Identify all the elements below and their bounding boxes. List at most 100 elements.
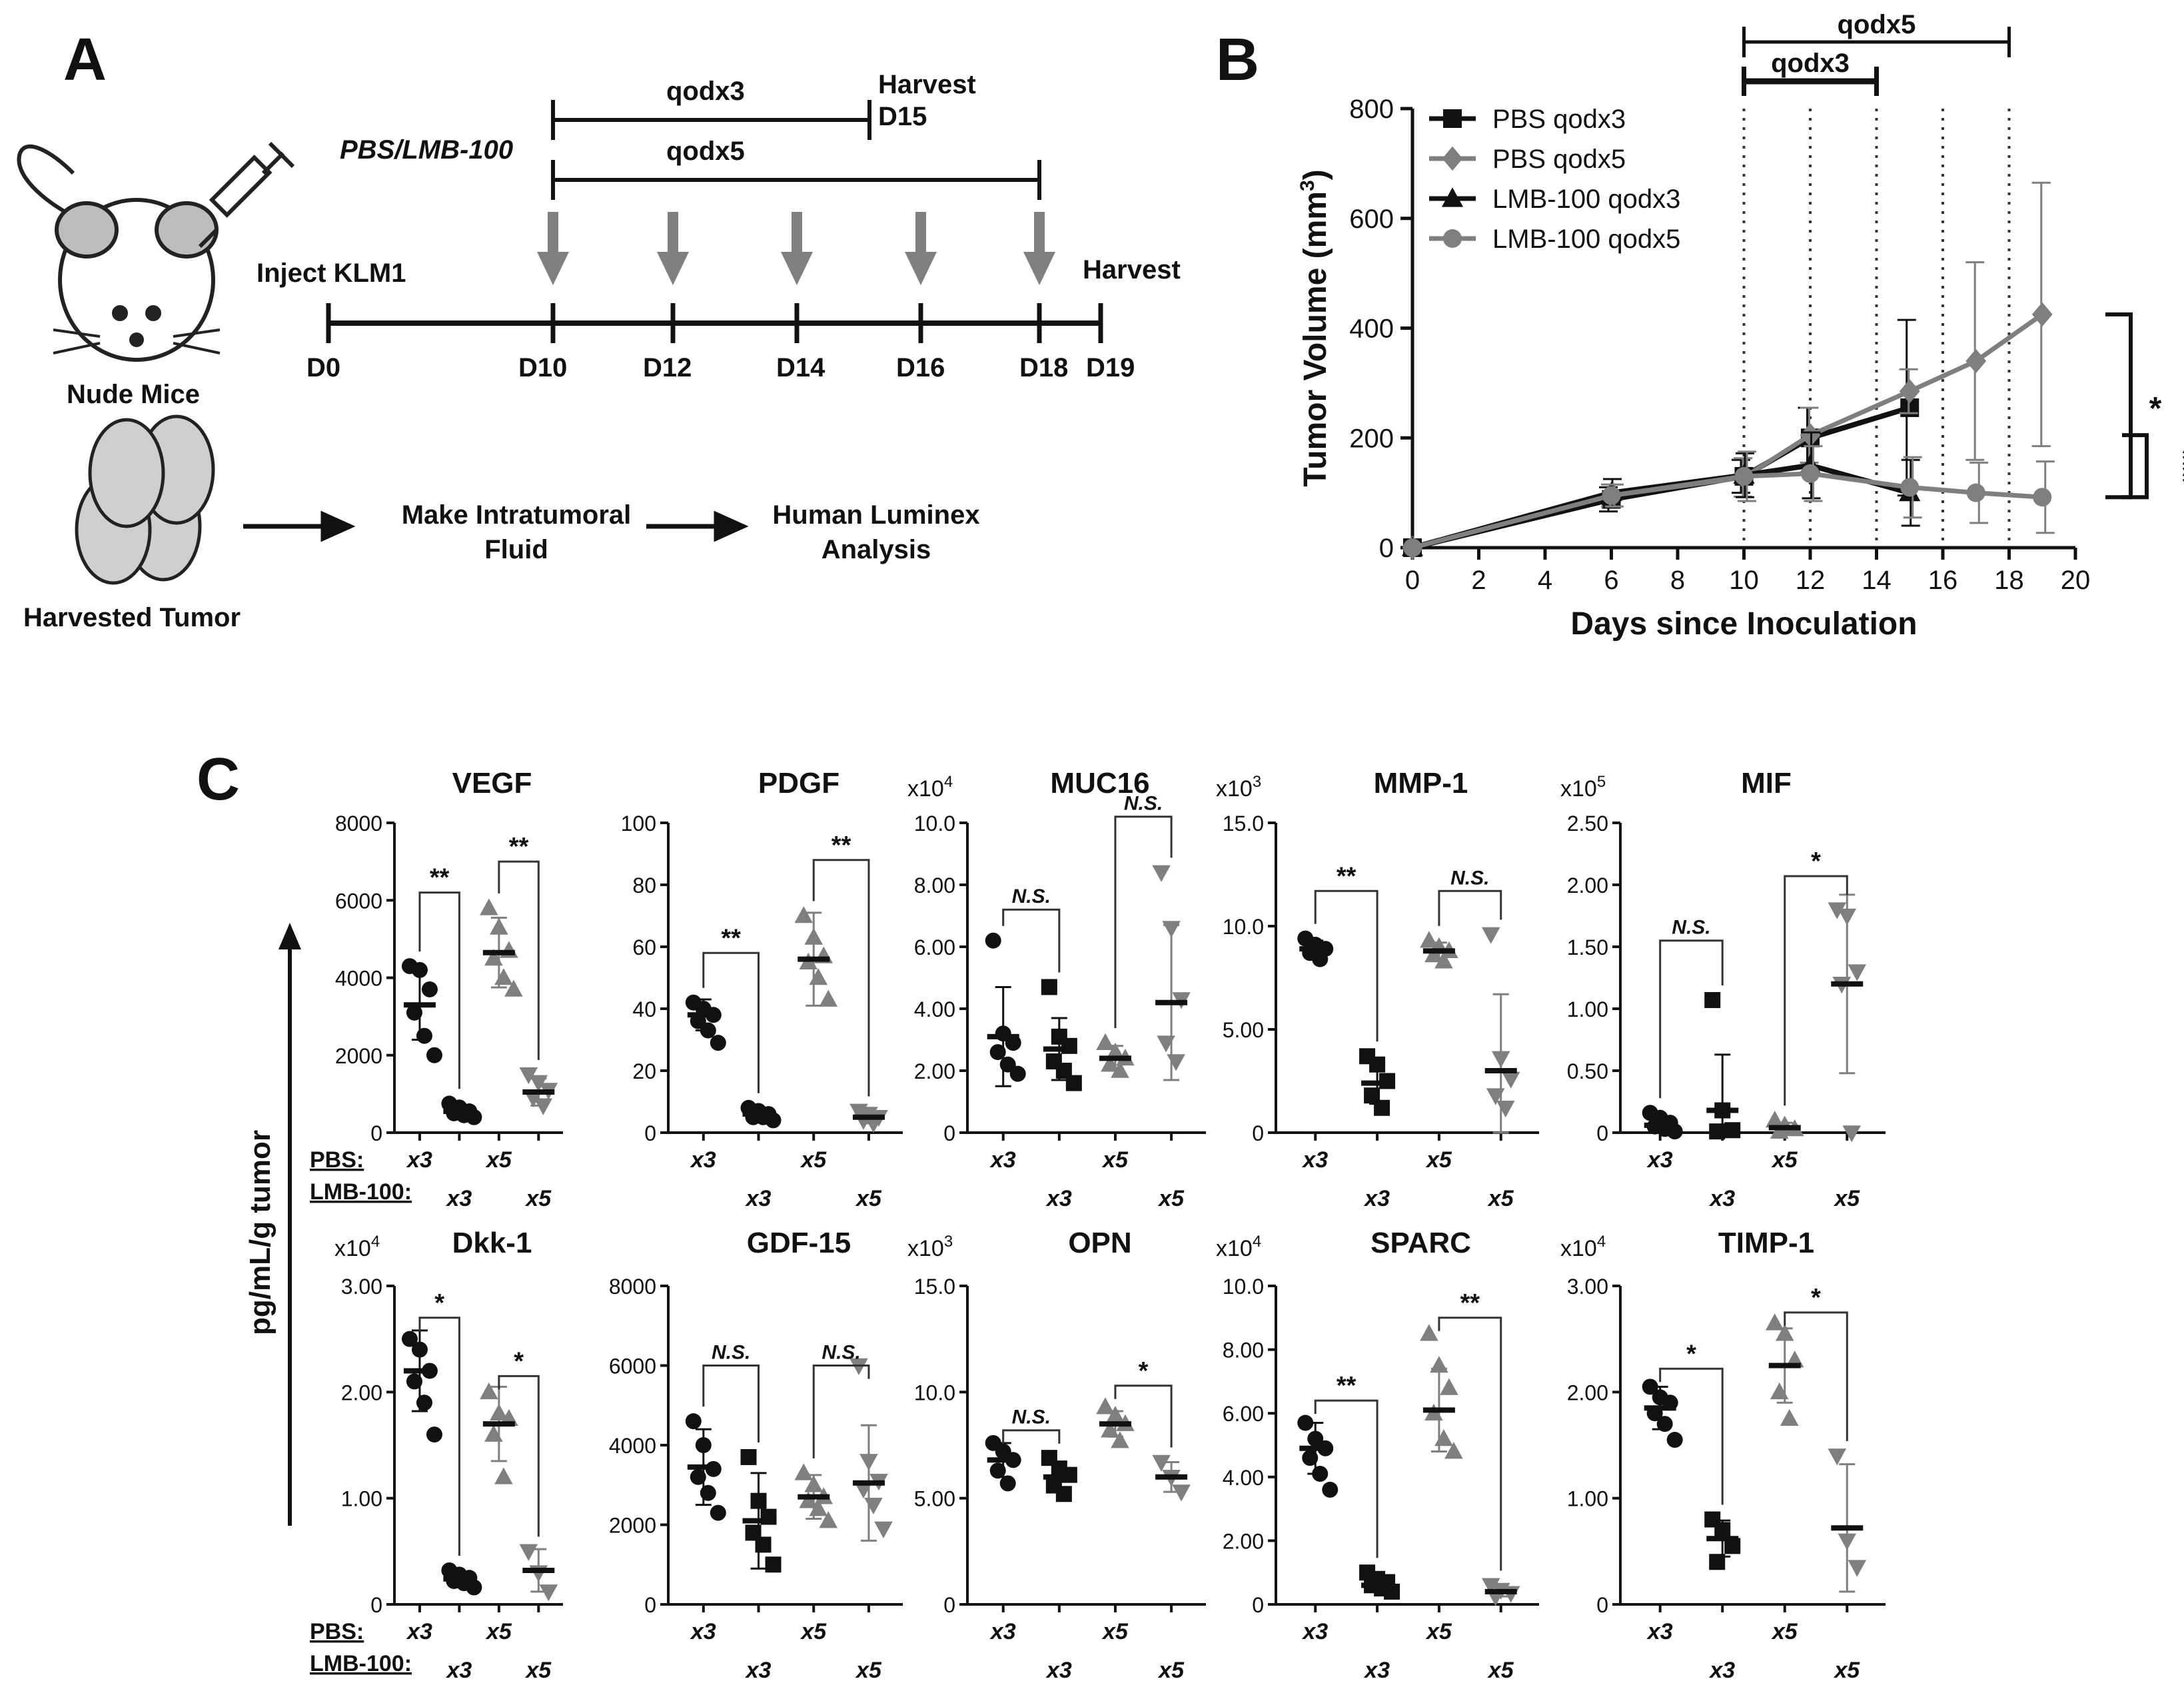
pbs-group-label: x3 [1301, 1619, 1328, 1644]
data-point [1481, 927, 1500, 944]
axis-multiplier-base: x10 [1560, 776, 1597, 802]
plot-title: Dkk-1 [452, 1227, 532, 1259]
dose-arrow [1023, 212, 1055, 285]
data-point [1157, 1035, 1175, 1053]
data-point [500, 941, 518, 958]
y-tick-label: 0 [1252, 1121, 1264, 1145]
data-point [1838, 1533, 1857, 1550]
plot-title: MIF [1741, 767, 1792, 800]
axis-multiplier-exponent: 3 [944, 1233, 953, 1251]
nude-mice-label: Nude Mice [67, 380, 200, 409]
y-axis-arrow [278, 923, 301, 1526]
data-point [416, 1027, 432, 1044]
pbs-row-label: PBS: [310, 1147, 364, 1173]
data-point [411, 961, 428, 978]
y-tick-label: 2.50 [1567, 812, 1608, 836]
data-point [519, 1067, 538, 1085]
data-point [809, 1499, 828, 1516]
data-point [1828, 902, 1847, 919]
inject-label: Inject KLM1 [257, 259, 406, 288]
data-point [1297, 1414, 1314, 1431]
data-point [1440, 1378, 1458, 1395]
workflow-arrows [243, 510, 749, 542]
pbs-group-label: x5 [1425, 1147, 1452, 1173]
comparison-label: * [1811, 1284, 1821, 1312]
data-point [1420, 1324, 1438, 1341]
data-point [1434, 951, 1453, 969]
y-tick-label: 400 [1349, 314, 1394, 344]
lmb-group-label: x5 [1487, 1658, 1514, 1683]
data-point [1307, 1430, 1324, 1447]
data-point [1096, 1397, 1115, 1414]
lmb-row-label: LMB-100: [310, 1179, 412, 1205]
tumor-volume-chart: 0 200 400 600 800 0 2 4 6 8 10 12 14 16 18 20 Days since… [1297, 10, 2184, 642]
data-point [1666, 1432, 1683, 1448]
data-point [765, 1556, 782, 1573]
harvest-label: Harvest [1083, 255, 1181, 284]
data-point [1009, 1065, 1026, 1082]
data-point [1501, 1071, 1520, 1089]
dose-arrow [657, 212, 689, 285]
timeline-day-labels: D0 D10 D12 D14 D16 D18 D19 [306, 353, 1135, 382]
x-tick-label: 16 [1928, 566, 1958, 595]
x-axis-label: Days since Inoculation [1570, 606, 1917, 642]
cytokine-plot-pdgf: PDGF 0 20 40 60 80 100 ** ** x3 x5 x3 x5 [621, 767, 903, 1211]
cytokine-plot-dkk-1: Dkk-1 x104 0 1.00 2.00 3.00 * * x3 x5 x3 x5 PBS: LMB-… [310, 1227, 563, 1683]
mouse-icon [17, 144, 221, 362]
data-point [740, 1448, 757, 1465]
legend-label: LMB-100 qodx5 [1492, 225, 1680, 254]
data-point [539, 1584, 558, 1602]
y-tick-label: 2000 [609, 1514, 656, 1538]
axis-multiplier-base: x10 [907, 1236, 944, 1261]
data-point [1152, 1454, 1171, 1472]
y-tick-label: 8.00 [1223, 1339, 1264, 1363]
x-tick-label: 6 [1604, 566, 1618, 595]
significance-inner-label: *** [2167, 449, 2184, 484]
data-point [999, 1475, 1016, 1492]
cytokine-plot-timp-1: TIMP-1 x104 0 1.00 2.00 3.00 * * x3 x5 x3 x5 [1560, 1227, 1886, 1683]
data-point [1642, 1379, 1658, 1395]
y-tick-label: 0 [1252, 1593, 1264, 1617]
data-point [1434, 1429, 1453, 1446]
lmb-group-label: x5 [1833, 1186, 1860, 1211]
pbs-group-label: x3 [1646, 1619, 1673, 1644]
data-point [1055, 1486, 1072, 1502]
axis-multiplier-exponent: 4 [371, 1233, 380, 1251]
qodx3-label: qodx3 [666, 77, 745, 106]
plot-title: PDGF [758, 767, 839, 800]
significance-outer-label: * [2149, 391, 2162, 426]
lmb-group-label: x3 [1363, 1186, 1390, 1211]
lmb-group-label: x5 [855, 1186, 882, 1211]
cytokine-plot-vegf: VEGF 0 2000 4000 6000 8000 ** ** x3 x5 x3 x5 PBS: LMB… [310, 767, 563, 1211]
lmb-group-label: x3 [1708, 1186, 1735, 1211]
comparison-label: N.S. [712, 1342, 750, 1364]
data-point [1322, 1481, 1339, 1498]
cytokine-plot-mmp-1: MMP-1 x103 0 5.00 10.0 15.0 ** N.S. x3 x5 x3 x5 [1216, 767, 1539, 1211]
comparison-label: N.S. [1012, 885, 1051, 907]
data-point [1369, 1056, 1386, 1073]
data-point [874, 1521, 893, 1538]
data-point [1420, 931, 1438, 948]
lmb-group-label: x3 [1045, 1186, 1072, 1211]
data-point [985, 932, 1001, 949]
workflow-step2-line2: Analysis [821, 535, 931, 564]
comparison-bracket [1659, 939, 1724, 1099]
series-line [1412, 312, 2044, 550]
dose-arrow [537, 212, 569, 285]
y-axis-label-superscript: 3 [1297, 180, 1319, 191]
pbs-group-label: x5 [800, 1619, 827, 1644]
data-point [1172, 1484, 1191, 1502]
axis-multiplier: x104 [334, 1233, 380, 1261]
y-tick-label: 1.00 [1567, 997, 1608, 1021]
data-point [1900, 478, 1919, 497]
panel-c-cytokines: C pg/mL/g tumor VEGF02000400060008000***… [197, 746, 1886, 1683]
y-tick-label: 40 [632, 997, 656, 1021]
y-tick-label: 0 [370, 1121, 382, 1145]
data-point [494, 1467, 513, 1484]
plot-title: TIMP-1 [1718, 1227, 1814, 1259]
y-tick-label: 4000 [609, 1434, 656, 1458]
data-point [1096, 1033, 1115, 1050]
data-point [1162, 921, 1181, 938]
